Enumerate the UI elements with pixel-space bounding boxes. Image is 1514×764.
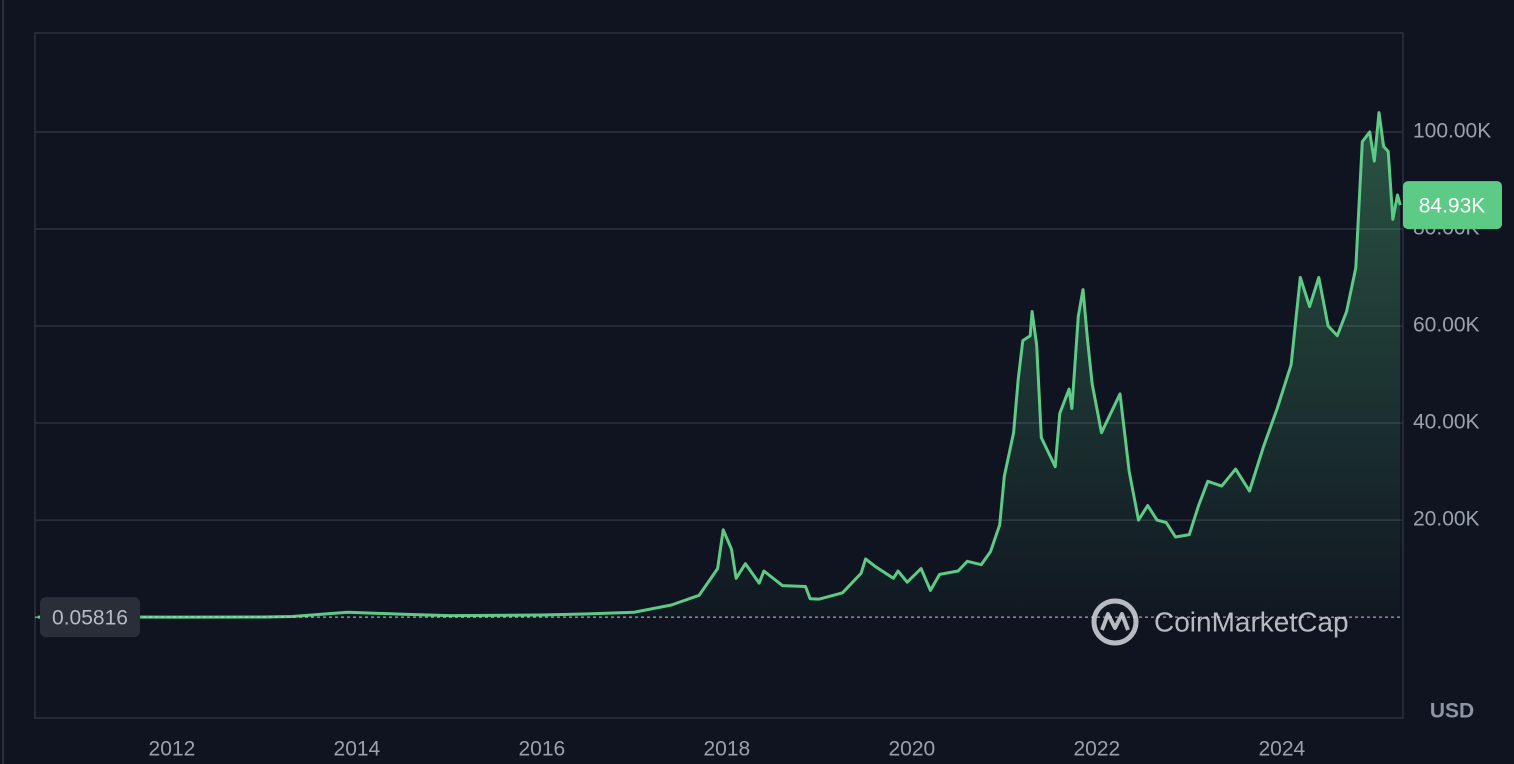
labels: 20.00K40.00K60.00K80.00K100.00K201220142… — [40, 120, 1502, 761]
y-tick-label: 60.00K — [1413, 314, 1480, 337]
grid — [35, 131, 1403, 521]
x-tick-label: 2024 — [1258, 738, 1305, 761]
x-tick-label: 2014 — [334, 738, 381, 761]
currency-label: USD — [1430, 700, 1474, 723]
start-price-badge — [40, 597, 140, 638]
y-tick-label: 100.00K — [1413, 120, 1491, 143]
plot — [35, 111, 1403, 619]
x-tick-label: 2020 — [888, 738, 935, 761]
watermark-text: CoinMarketCap — [1154, 606, 1349, 637]
x-tick-label: 2012 — [149, 738, 196, 761]
plot-frame — [34, 32, 1404, 719]
start-price-label: 0.05816 — [52, 607, 128, 630]
watermark-logo — [1091, 598, 1139, 646]
watermark: CoinMarketCap — [1091, 598, 1349, 646]
y-tick-label: 40.00K — [1413, 411, 1480, 434]
x-tick-label: 2016 — [519, 738, 566, 761]
x-tick-label: 2022 — [1073, 738, 1120, 761]
x-tick-label: 2018 — [704, 738, 751, 761]
price-line — [37, 111, 1402, 619]
price-area — [37, 112, 1401, 618]
last-price-badge — [1403, 181, 1502, 230]
watermark-logo-mark — [1100, 612, 1130, 631]
y-tick-label: 20.00K — [1413, 508, 1480, 531]
last-price-label: 84.93K — [1419, 195, 1486, 218]
